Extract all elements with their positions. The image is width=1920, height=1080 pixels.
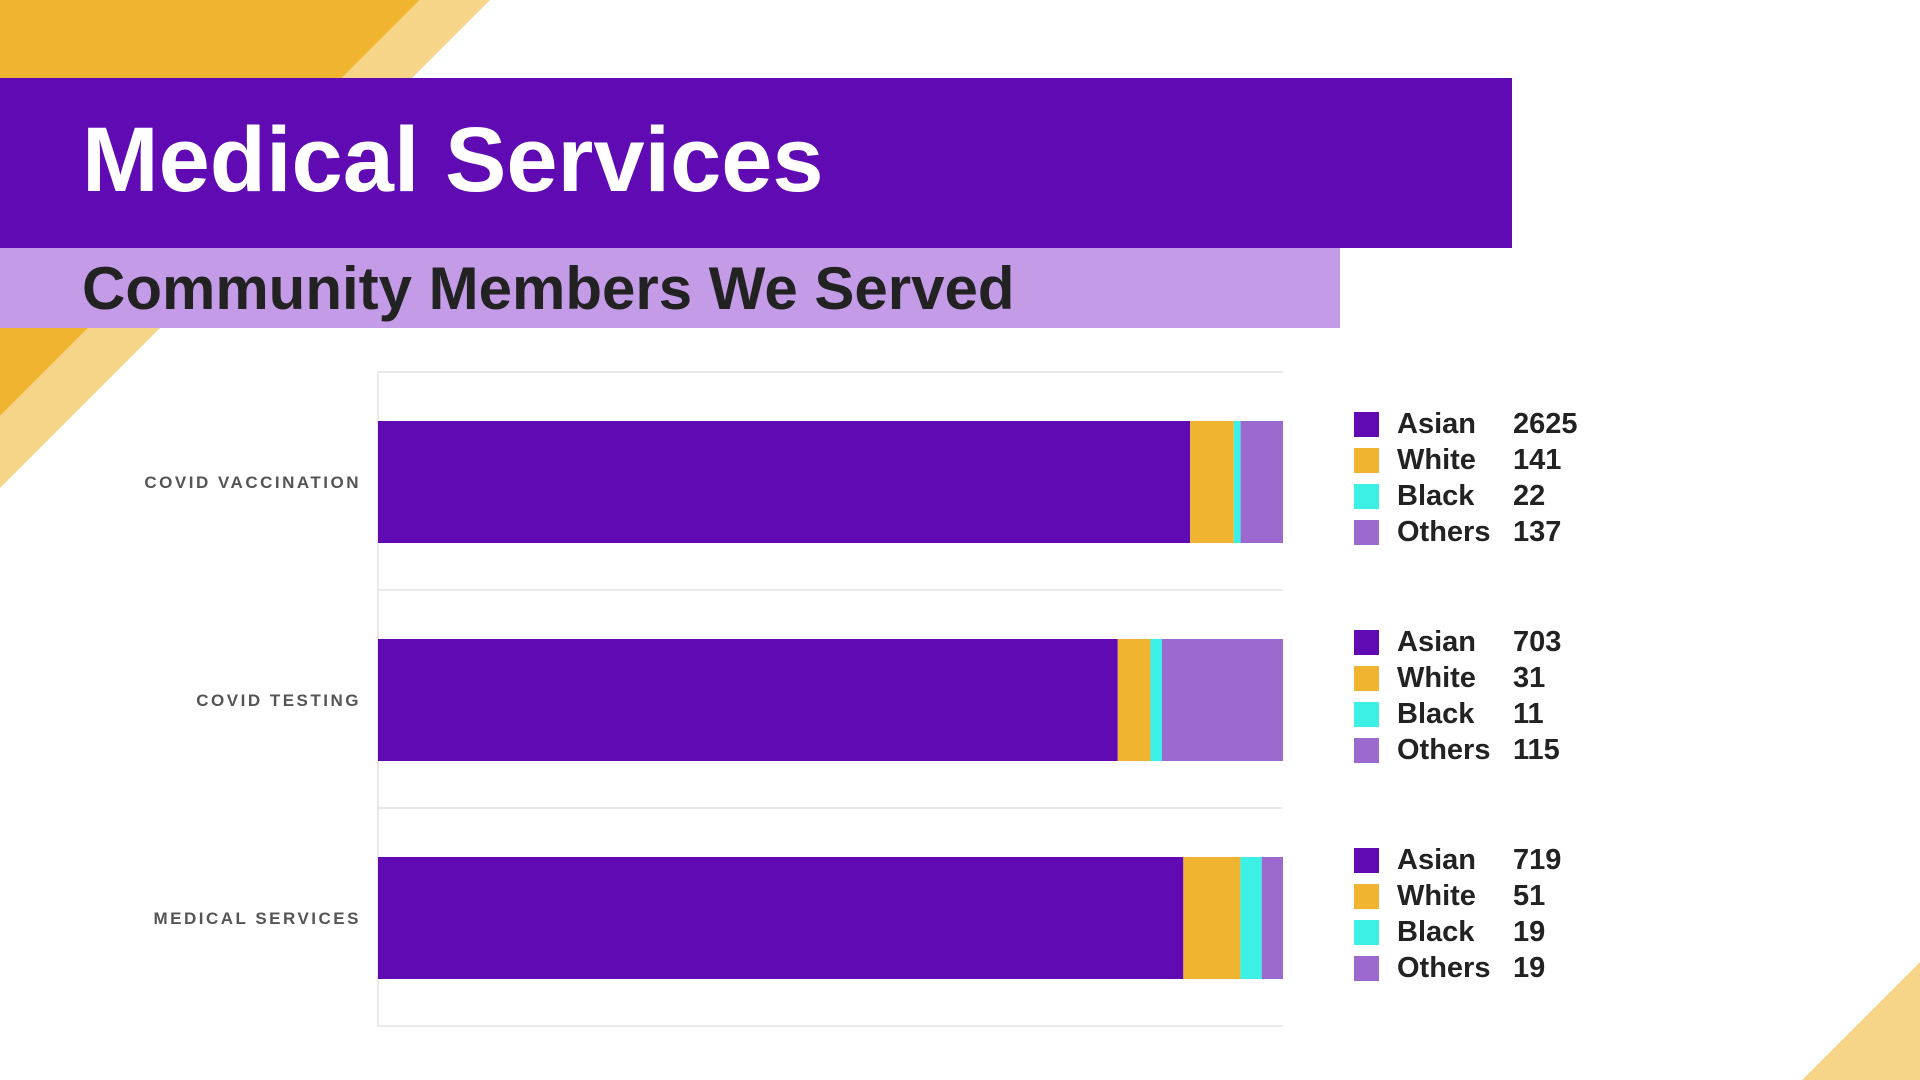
- legend-swatch: [1354, 411, 1379, 437]
- legend-value: 719: [1513, 843, 1562, 876]
- legend-label: White: [1397, 879, 1476, 912]
- legend-label: White: [1397, 443, 1476, 476]
- legend-swatch: [1354, 665, 1379, 691]
- bar-segment-asian: [378, 857, 1184, 979]
- bar-segment-others: [1161, 639, 1283, 761]
- bar-segment-white: [1183, 857, 1241, 979]
- legend-label: Black: [1397, 697, 1475, 730]
- left-light-stripe: [0, 328, 160, 488]
- legend-value: 51: [1513, 879, 1546, 912]
- bar-segment-black: [1240, 857, 1262, 979]
- legend-value: 31: [1513, 661, 1546, 694]
- legend-swatch: [1354, 883, 1379, 909]
- legend-item: Others 137: [1354, 514, 1654, 550]
- bar-segment-white: [1190, 421, 1234, 543]
- legend-item: Others 115: [1354, 732, 1654, 768]
- category-label: COVID VACCINATION: [144, 473, 361, 492]
- legend-group: Asian 2625 White 141 Black 22 Others 137: [1354, 406, 1654, 550]
- legend-item: White 51: [1354, 878, 1654, 914]
- bar-segment-asian: [378, 421, 1191, 543]
- legend-item: Black 22: [1354, 478, 1654, 514]
- legend-value: 703: [1513, 625, 1562, 658]
- page-title: Medical Services: [82, 109, 824, 211]
- legend-value: 141: [1513, 443, 1562, 476]
- legend-label: Black: [1397, 915, 1475, 948]
- legend-swatch: [1354, 955, 1379, 981]
- legend-item: Asian 2625: [1354, 406, 1654, 442]
- legend-value: 11: [1513, 697, 1544, 730]
- category-label: COVID TESTING: [196, 691, 361, 710]
- legend-swatch: [1354, 919, 1379, 945]
- legend-group: Asian 703 White 31 Black 11 Others 115: [1354, 624, 1654, 768]
- page-subtitle: Community Members We Served: [82, 255, 1015, 322]
- category-label: MEDICAL SERVICES: [153, 909, 361, 928]
- legend-value: 137: [1513, 515, 1562, 548]
- legend-item: Black 19: [1354, 914, 1654, 950]
- legend-item: White 141: [1354, 442, 1654, 478]
- legend-swatch: [1354, 737, 1379, 763]
- legend-value: 2625: [1513, 407, 1578, 440]
- bar-segment-others: [1240, 421, 1283, 543]
- bar-segment-white: [1117, 639, 1151, 761]
- legend-swatch: [1354, 447, 1379, 473]
- legend-label: Others: [1397, 951, 1491, 984]
- subtitle-band: [0, 248, 1340, 328]
- top-left-gold-stripe: [0, 0, 420, 78]
- legend-label: Asian: [1397, 843, 1476, 876]
- legend-swatch: [1354, 519, 1379, 545]
- legend-item: Black 11: [1354, 696, 1654, 732]
- legend-value: 19: [1513, 915, 1546, 948]
- bar-segment-black: [1150, 639, 1162, 761]
- top-left-light-stripe: [342, 0, 490, 78]
- legend-group: Asian 719 White 51 Black 19 Others 19: [1354, 842, 1654, 986]
- legend-label: Black: [1397, 479, 1475, 512]
- legend-swatch: [1354, 847, 1379, 873]
- legend-value: 19: [1513, 951, 1546, 984]
- title-band: [0, 78, 1512, 248]
- legend-item: Asian 719: [1354, 842, 1654, 878]
- legend-swatch: [1354, 483, 1379, 509]
- legend-label: Others: [1397, 515, 1491, 548]
- legend-label: Asian: [1397, 625, 1476, 658]
- legend-value: 115: [1513, 733, 1560, 766]
- legend-item: Asian 703: [1354, 624, 1654, 660]
- bottom-right-light-stripe: [1802, 962, 1920, 1080]
- legend-label: Others: [1397, 733, 1491, 766]
- legend-item: Others 19: [1354, 950, 1654, 986]
- legend-item: White 31: [1354, 660, 1654, 696]
- legend-swatch: [1354, 701, 1379, 727]
- bar-segment-others: [1261, 857, 1283, 979]
- bar-segment-asian: [378, 639, 1118, 761]
- legend-swatch: [1354, 629, 1379, 655]
- legend-label: Asian: [1397, 407, 1476, 440]
- legend-value: 22: [1513, 479, 1546, 512]
- legend-label: White: [1397, 661, 1476, 694]
- bar-segment-black: [1233, 421, 1241, 543]
